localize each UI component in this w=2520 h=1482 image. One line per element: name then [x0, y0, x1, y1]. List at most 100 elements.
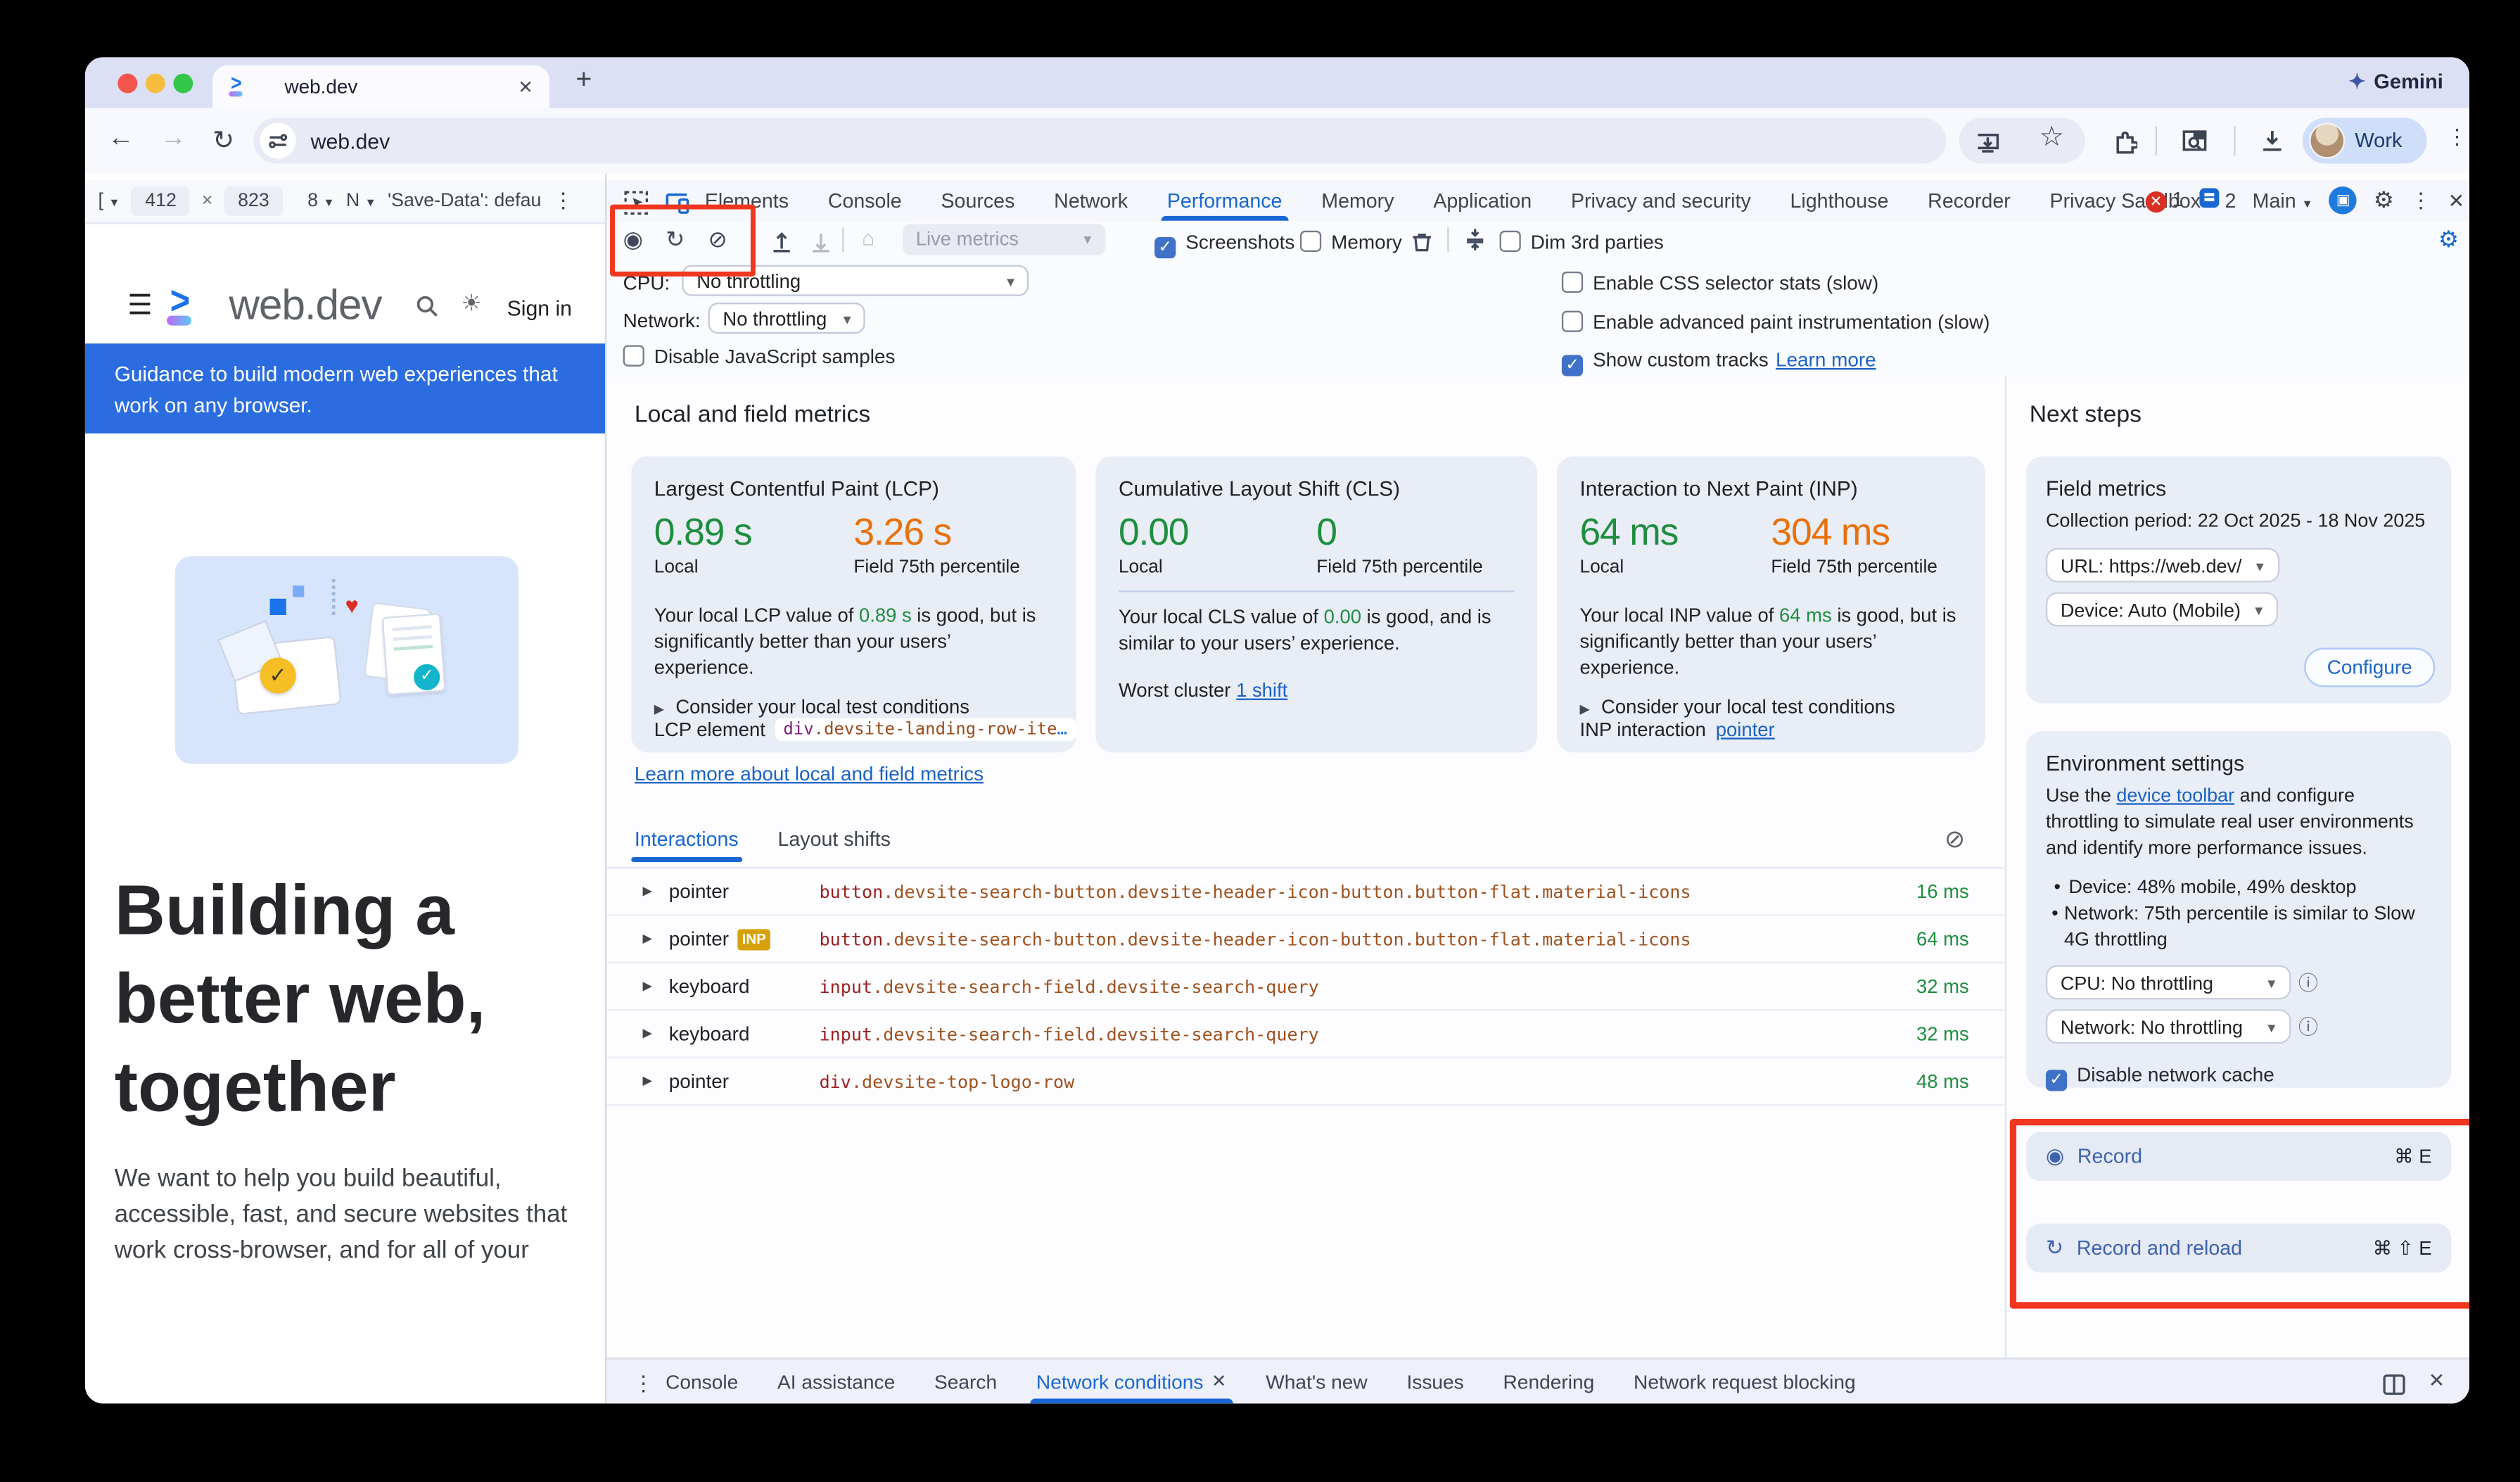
record-and-reload-button[interactable]: ↻ Record and reload ⌘ ⇧ E — [2026, 1224, 2451, 1273]
env-network-select[interactable]: Network: No throttling▼ — [2046, 1009, 2291, 1044]
drawer-split-view-icon[interactable] — [2383, 1371, 2406, 1400]
interaction-row[interactable]: ▶keyboard input.devsite-search-field.dev… — [606, 1011, 2004, 1058]
bookmark-star-icon[interactable]: ☆ — [2039, 121, 2064, 153]
dim-3rd-parties-checkbox[interactable]: Dim 3rd parties — [1500, 227, 1664, 257]
collapse-tracks-icon[interactable] — [1463, 226, 1487, 255]
reload-button[interactable]: ↻ — [212, 125, 234, 157]
throttle-select-truncated[interactable]: N ▼ — [346, 191, 376, 211]
home-icon[interactable]: ⌂ — [862, 226, 874, 251]
browser-menu-icon[interactable]: ⋮ — [2446, 125, 2467, 151]
site-settings-icon[interactable] — [260, 122, 296, 158]
tab-performance[interactable]: Performance — [1167, 180, 1283, 221]
profile-chip[interactable]: Work — [2303, 118, 2427, 163]
devtools-settings-icon[interactable]: ⚙ — [2374, 186, 2394, 215]
device-toolbar-link[interactable]: device toolbar — [2116, 785, 2234, 806]
clear-icon[interactable]: ⊘ — [708, 226, 727, 254]
tab-network[interactable]: Network — [1054, 180, 1128, 221]
clear-interactions-icon[interactable]: ⊘ — [1945, 825, 1965, 854]
drawer-tab-issues[interactable]: Issues — [1406, 1360, 1463, 1404]
record-icon[interactable]: ◉ — [623, 226, 643, 254]
interaction-row[interactable]: ▶keyboard input.devsite-search-field.dev… — [606, 963, 2004, 1011]
tab-elements[interactable]: Elements — [705, 180, 789, 221]
memory-checkbox[interactable]: Memory — [1300, 227, 1402, 257]
drawer-tab-rendering[interactable]: Rendering — [1503, 1360, 1595, 1404]
tab-memory[interactable]: Memory — [1321, 180, 1394, 221]
back-button[interactable]: ← — [108, 125, 134, 154]
zoom-select-truncated[interactable]: 8 ▼ — [307, 191, 334, 211]
tab-layout-shifts[interactable]: Layout shifts — [777, 828, 890, 851]
new-feature-icon[interactable]: ▣ — [2329, 186, 2357, 215]
interaction-row[interactable]: ▶pointerINP button.devsite-search-button… — [606, 916, 2004, 963]
forward-button[interactable]: → — [160, 125, 186, 154]
upload-profile-icon[interactable] — [770, 227, 794, 257]
main-context-select[interactable]: Main ▼ — [2253, 189, 2313, 212]
drawer-tab-console[interactable]: Console — [666, 1360, 738, 1404]
issues-badge[interactable]: 2 — [2200, 188, 2236, 213]
tab-search-icon[interactable] — [2182, 127, 2208, 157]
tab-lighthouse[interactable]: Lighthouse — [1790, 180, 1889, 221]
hamburger-menu-icon[interactable]: ☰ — [127, 289, 152, 322]
device-select-truncated[interactable]: [ ▼ — [98, 191, 120, 211]
tab-privacy-security[interactable]: Privacy and security — [1571, 180, 1751, 221]
download-profile-icon[interactable] — [810, 227, 833, 257]
advanced-paint-checkbox[interactable]: Enable advanced paint instrumentation (s… — [1562, 308, 1990, 337]
interaction-row[interactable]: ▶pointer div.devsite-top-logo-row 48 ms — [606, 1058, 2004, 1106]
traffic-light-close[interactable] — [117, 74, 137, 94]
performance-settings-gear-icon[interactable]: ⚙ — [2438, 226, 2459, 254]
error-badge[interactable]: ✕ 1 — [2145, 188, 2183, 213]
tab-recorder[interactable]: Recorder — [1928, 180, 2011, 221]
traffic-light-minimize[interactable] — [146, 74, 165, 94]
collect-garbage-icon[interactable] — [1411, 227, 1432, 257]
drawer-tab-network-conditions[interactable]: Network conditions✕ — [1036, 1360, 1227, 1404]
tab-close-icon[interactable]: ✕ — [518, 76, 533, 97]
history-select[interactable]: Live metrics▼ — [903, 224, 1105, 255]
disable-js-samples-checkbox[interactable]: Disable JavaScript samples — [623, 342, 896, 372]
cpu-throttling-select[interactable]: No throttling▼ — [682, 265, 1029, 296]
cpu-info-icon[interactable]: ⓘ — [2298, 972, 2318, 995]
network-info-icon[interactable]: ⓘ — [2298, 1016, 2318, 1039]
device-toolbar-toggle-icon[interactable] — [664, 188, 690, 217]
field-url-select[interactable]: URL: https://web.dev/▼ — [2046, 548, 2279, 583]
site-search-icon[interactable] — [415, 293, 440, 322]
inp-consider-expander[interactable]: ▶Consider your local test conditions — [1579, 695, 1962, 718]
traffic-light-maximize[interactable] — [173, 74, 193, 94]
drawer-menu-icon[interactable]: ⋮ — [633, 1371, 654, 1397]
drawer-tab-search[interactable]: Search — [934, 1360, 997, 1404]
configure-button[interactable]: Configure — [2304, 648, 2435, 688]
drawer-close-icon[interactable]: ✕ — [2429, 1369, 2445, 1393]
device-toolbar-menu-icon[interactable]: ⋮ — [553, 188, 574, 214]
custom-tracks-learn-more-link[interactable]: Learn more — [1776, 348, 1876, 372]
devtools-menu-icon[interactable]: ⋮ — [2410, 187, 2431, 213]
lcp-element-chip[interactable]: div.devsite-landing-row-ite… — [775, 718, 1076, 741]
disable-network-cache-checkbox[interactable]: ✓Disable network cache — [2046, 1060, 2432, 1091]
drawer-tab-close-icon[interactable]: ✕ — [1211, 1371, 1226, 1392]
field-device-select[interactable]: Device: Auto (Mobile)▼ — [2046, 592, 2279, 626]
screenshots-checkbox[interactable]: ✓Screenshots — [1154, 227, 1294, 258]
drawer-tab-whats-new[interactable]: What's new — [1266, 1360, 1367, 1404]
browser-tab[interactable]: > web.dev ✕ — [212, 65, 549, 108]
theme-toggle-icon[interactable]: ☀ — [462, 289, 482, 317]
site-brand[interactable]: web.dev — [229, 279, 381, 330]
record-button[interactable]: ◉ Record ⌘ E — [2026, 1132, 2451, 1182]
drawer-tab-network-request-blocking[interactable]: Network request blocking — [1634, 1360, 1856, 1404]
gemini-badge[interactable]: ✦Gemini — [2348, 69, 2443, 94]
tab-sources[interactable]: Sources — [941, 180, 1014, 221]
omnibox[interactable]: web.dev — [253, 118, 1946, 163]
drawer-tab-ai-assistance[interactable]: AI assistance — [777, 1360, 895, 1404]
tab-interactions[interactable]: Interactions — [635, 828, 739, 851]
extensions-icon[interactable] — [2113, 127, 2137, 157]
device-height-input[interactable]: 823 — [224, 186, 284, 216]
css-selector-stats-checkbox[interactable]: Enable CSS selector stats (slow) — [1562, 268, 1878, 298]
install-icon[interactable] — [1975, 129, 2000, 159]
metrics-learn-more-link[interactable]: Learn more about local and field metrics — [635, 762, 984, 785]
show-custom-tracks-checkbox[interactable]: ✓Show custom tracks Learn more — [1562, 345, 1876, 376]
tab-application[interactable]: Application — [1433, 180, 1532, 221]
device-width-input[interactable]: 412 — [132, 186, 191, 216]
inp-interaction-link[interactable]: pointer — [1716, 718, 1775, 741]
cls-worst-cluster-link[interactable]: 1 shift — [1236, 679, 1287, 702]
tab-console[interactable]: Console — [828, 180, 902, 221]
interaction-row[interactable]: ▶pointer button.devsite-search-button.de… — [606, 868, 2004, 916]
new-tab-button[interactable]: + — [575, 64, 592, 96]
sign-in-link[interactable]: Sign in — [507, 296, 572, 321]
network-throttling-select[interactable]: No throttling▼ — [708, 303, 865, 334]
